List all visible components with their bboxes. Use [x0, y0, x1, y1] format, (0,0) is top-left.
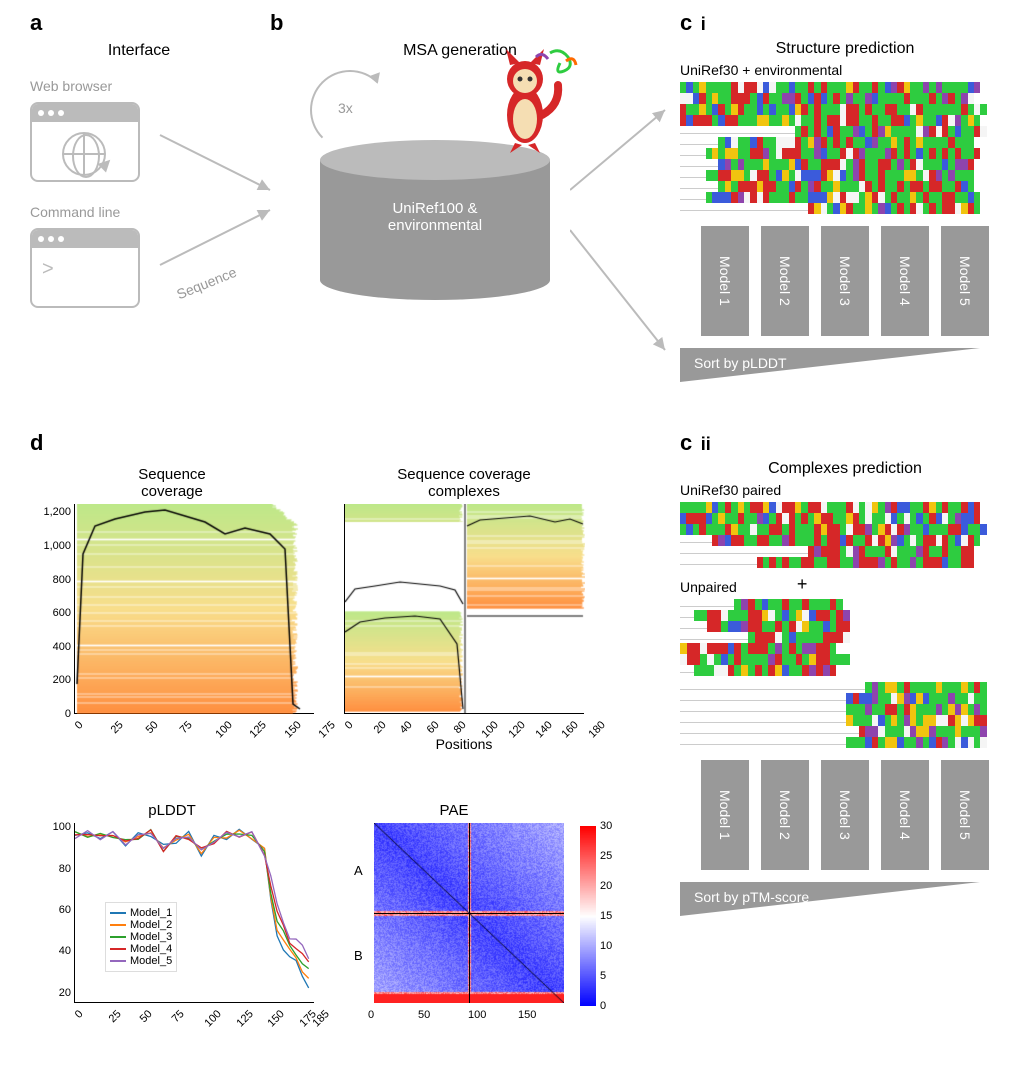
- cii-msa-title2: Unpaired: [680, 579, 737, 595]
- model-box: Model 5: [941, 760, 989, 870]
- panel-d-label: d: [30, 430, 43, 455]
- msa-alignment-cii-unpaired-bot: [680, 682, 990, 748]
- positions-label: Positions: [344, 736, 584, 752]
- model-boxes-ci: Model 1Model 2Model 3Model 4Model 5: [680, 226, 1010, 336]
- database-cylinder: UniRef100 &environmental: [320, 140, 550, 280]
- panel-b: b MSA generation 3x UniRef100 &environme…: [270, 10, 610, 60]
- model-box: Model 1: [701, 760, 749, 870]
- panel-ci-sublabel: i: [701, 14, 706, 34]
- model-box: Model 2: [761, 226, 809, 336]
- pae-colorbar: 051015202530: [580, 826, 596, 1006]
- browser-icon: [30, 102, 140, 182]
- chart-seq-coverage: Sequencecoverage 02004006008001,0001,200…: [30, 466, 314, 752]
- sort-triangle-ci: Sort by pLDDT: [680, 348, 980, 382]
- model-box: Model 3: [821, 760, 869, 870]
- chart-pae: PAE A B 050100150 051015202530: [344, 802, 564, 1003]
- msa-alignment-ci: [680, 82, 990, 214]
- cmdline-icon: >: [30, 228, 140, 308]
- panel-cii-label: c: [680, 430, 692, 455]
- panel-b-label: b: [270, 10, 283, 35]
- loop-count: 3x: [338, 100, 353, 116]
- sort-triangle-cii: Sort by pTM-score: [680, 882, 980, 916]
- cii-msa-title1: UniRef30 paired: [680, 482, 1010, 498]
- panel-d: d Sequencecoverage 02004006008001,0001,2…: [30, 430, 650, 1003]
- arrows-a-b: [150, 110, 290, 320]
- ci-msa-title: UniRef30 + environmental: [680, 62, 1010, 78]
- chart-plddt: pLDDT Model_1Model_2Model_3Model_4Model_…: [30, 802, 314, 1003]
- panel-cii: c ii Complexes prediction UniRef30 paire…: [680, 430, 1010, 916]
- plddt-legend: Model_1Model_2Model_3Model_4Model_5: [105, 902, 177, 972]
- panel-ci-title: Structure prediction: [680, 40, 1010, 58]
- panel-cii-title: Complexes prediction: [680, 460, 1010, 478]
- plus-sign: +: [797, 574, 808, 595]
- model-box: Model 3: [821, 226, 869, 336]
- panel-a-label: a: [30, 10, 42, 35]
- mascot-icon: [480, 45, 580, 155]
- pae-label-b: B: [354, 948, 363, 963]
- model-boxes-cii: Model 1Model 2Model 3Model 4Model 5: [680, 760, 1010, 870]
- model-box: Model 4: [881, 760, 929, 870]
- model-box: Model 2: [761, 760, 809, 870]
- browser-label: Web browser: [30, 78, 230, 94]
- msa-alignment-cii-paired: [680, 502, 990, 568]
- panel-cii-sublabel: ii: [701, 434, 711, 454]
- chart-seq-coverage-complexes: Sequence coveragecomplexes 0204060801001…: [344, 466, 584, 752]
- model-box: Model 5: [941, 226, 989, 336]
- arrows-b-c: [570, 100, 680, 360]
- model-box: Model 4: [881, 226, 929, 336]
- model-box: Model 1: [701, 226, 749, 336]
- pae-label-a: A: [354, 863, 363, 878]
- panel-a-title: Interface: [48, 42, 230, 60]
- panel-ci: c i Structure prediction UniRef30 + envi…: [680, 10, 1010, 382]
- msa-alignment-cii-unpaired-top: [680, 599, 850, 676]
- panel-c-label: c: [680, 10, 692, 35]
